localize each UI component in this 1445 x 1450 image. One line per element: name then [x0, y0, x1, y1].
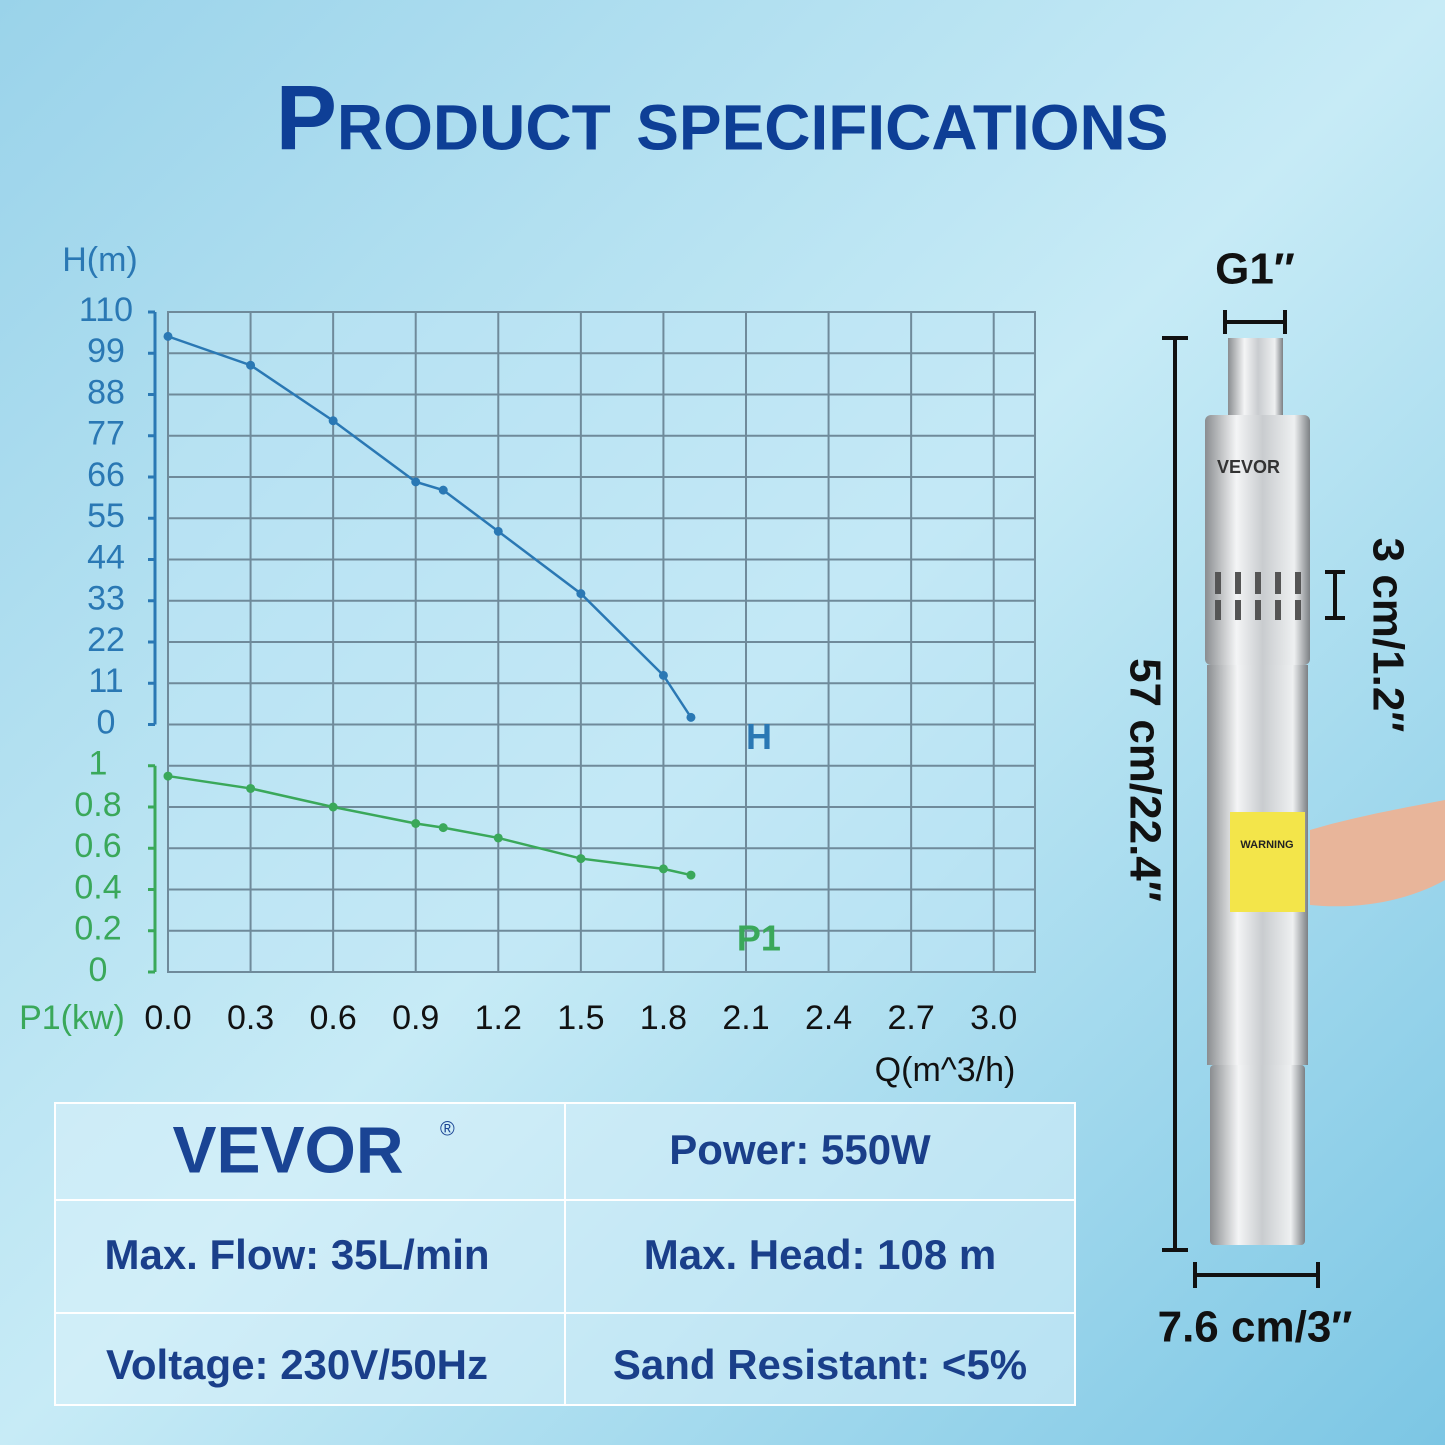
- warning-text: WARNING: [1240, 839, 1293, 851]
- y-axis-label: H(m): [62, 241, 138, 279]
- data-point: [328, 416, 338, 426]
- x-tick-label: 0.0: [144, 999, 191, 1037]
- data-point: [493, 833, 503, 843]
- y2-tick-label: 1: [89, 745, 108, 783]
- data-point: [576, 854, 586, 864]
- pump-label: VEVOR: [1217, 457, 1280, 477]
- x-tick-label: 3.0: [970, 999, 1017, 1037]
- x-tick-label: 2.7: [888, 999, 935, 1037]
- x-tick-label: 0.6: [310, 999, 357, 1037]
- slot-height: 3 cm/1.2″: [1363, 538, 1412, 733]
- series-label: H: [746, 716, 772, 757]
- chart: 0.0 0.3 0.6 0.9 1.2 1.5 1.8 2.1 2.4 2.7 3.00112233…: [19, 241, 1036, 1089]
- data-point: [411, 477, 421, 487]
- y-tick-label: 11: [88, 662, 123, 700]
- data-point: [493, 526, 503, 536]
- y-tick-label: 88: [87, 373, 125, 411]
- pump-base: [1210, 1065, 1305, 1245]
- y-tick-label: 22: [87, 621, 125, 659]
- pump-head: [1205, 415, 1310, 665]
- pump-diameter: 7.6 cm/3″: [1158, 1303, 1353, 1352]
- y2-tick-label: 0.6: [74, 827, 121, 865]
- data-point: [686, 712, 696, 722]
- data-point: [328, 802, 338, 812]
- x-tick-label: 1.2: [475, 999, 522, 1037]
- brand-logo: VEVOR: [172, 1112, 403, 1186]
- data-point: [246, 783, 256, 793]
- data-point: [658, 864, 668, 874]
- y-tick-label: 33: [87, 580, 125, 618]
- outlet-size: G1″: [1215, 245, 1295, 294]
- pump-outlet: [1228, 338, 1283, 418]
- y-tick-label: 55: [87, 497, 125, 535]
- data-point: [576, 589, 586, 599]
- pump: VEVOR WARNING G1″ 57 cm/22.4″ 3 cm/1.2″ …: [1120, 245, 1445, 1352]
- series-label: P1: [737, 918, 781, 959]
- data-point: [246, 360, 256, 370]
- data-point: [438, 485, 448, 495]
- pump-length: 57 cm/22.4″: [1120, 658, 1169, 902]
- spec-cell: Power: 550W: [669, 1126, 931, 1173]
- y2-tick-label: 0.2: [74, 910, 121, 948]
- spec-table: VEVOR ® Power: 550W Max. Flow: 35L/min M…: [54, 1102, 1076, 1406]
- x-axis-label: Q(m^3/h): [875, 1051, 1016, 1089]
- spec-cell: Sand Resistant: <5%: [613, 1341, 1027, 1388]
- data-point: [163, 331, 173, 341]
- y-tick-label: 0: [97, 703, 116, 741]
- x-tick-label: 2.4: [805, 999, 852, 1037]
- data-point: [686, 870, 696, 880]
- warning-sticker: [1230, 812, 1305, 912]
- data-point: [658, 670, 668, 680]
- brand-mark: ®: [440, 1118, 455, 1140]
- x-tick-label: 0.9: [392, 999, 439, 1037]
- x-tick-label: 1.5: [557, 999, 604, 1037]
- y-tick-label: 44: [87, 538, 125, 576]
- spec-cell: Max. Head: 108 m: [644, 1231, 997, 1278]
- y-tick-label: 77: [87, 415, 125, 453]
- y2-tick-label: 0.4: [74, 868, 121, 906]
- spec-cell: Voltage: 230V/50Hz: [106, 1341, 488, 1388]
- y-tick-label: 66: [87, 456, 125, 494]
- x-tick-label: 1.8: [640, 999, 687, 1037]
- hand: [1310, 800, 1445, 907]
- title: Product specifications: [276, 67, 1169, 169]
- pump-slots: [1215, 572, 1301, 620]
- x-tick-label: 2.1: [722, 999, 769, 1037]
- x-tick-label: 0.3: [227, 999, 274, 1037]
- y2-tick-label: 0.8: [74, 786, 121, 824]
- data-point: [438, 823, 448, 833]
- data-point: [411, 819, 421, 828]
- y2-tick-label: 0: [89, 951, 108, 989]
- y-tick-label: 99: [87, 332, 125, 370]
- spec-cell: Max. Flow: 35L/min: [104, 1231, 489, 1278]
- y-tick-label: 110: [79, 291, 133, 329]
- y2-axis-label: P1(kw): [19, 999, 125, 1037]
- dimension-lines: [1162, 310, 1345, 1288]
- data-point: [163, 771, 173, 781]
